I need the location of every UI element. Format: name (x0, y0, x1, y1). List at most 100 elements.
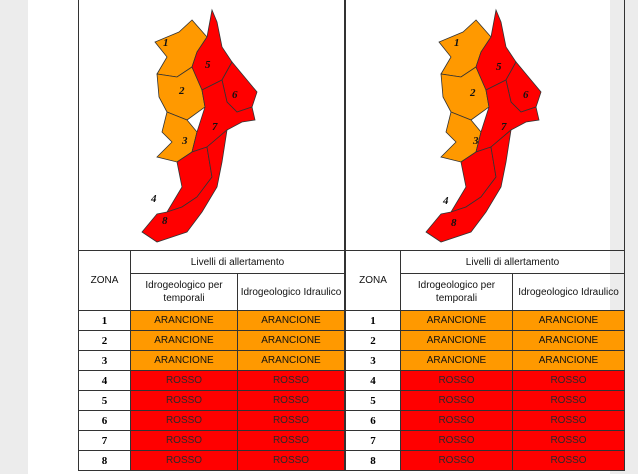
alert-level-idraulico: ROSSO (512, 370, 625, 391)
levels-header: Livelli di allertamento (130, 250, 345, 274)
table-row: 5 ROSSO ROSSO (345, 390, 625, 411)
map-label-zone-5: 5 (496, 61, 502, 73)
col1-header: Idrogeologico per temporali (400, 273, 513, 311)
col1-header: Idrogeologico per temporali (130, 273, 238, 311)
alert-level-temporali: ROSSO (400, 390, 513, 411)
zone-number: 3 (345, 350, 401, 371)
table-row: 4 ROSSO ROSSO (345, 370, 625, 391)
table-row: 3 ARANCIONE ARANCIONE (345, 350, 625, 371)
alert-level-idraulico: ROSSO (512, 410, 625, 431)
alert-panel-left: 1 2 3 4 5 6 7 8 ZONA Livelli di allertam… (78, 0, 345, 474)
zone-8-area (425, 128, 512, 243)
alert-level-temporali: ARANCIONE (130, 310, 238, 331)
map-label-zone-1: 1 (163, 37, 169, 49)
alert-level-temporali: ROSSO (130, 430, 238, 451)
zone-number: 6 (78, 410, 131, 431)
alert-level-temporali: ROSSO (400, 450, 513, 471)
map-svg: 1 2 3 4 5 6 7 8 (425, 8, 542, 243)
alert-level-temporali: ARANCIONE (400, 350, 513, 371)
table-row: 1 ARANCIONE ARANCIONE (78, 310, 345, 331)
alert-level-temporali: ROSSO (130, 390, 238, 411)
alert-level-idraulico: ARANCIONE (237, 350, 345, 371)
alert-table-right: ZONA Livelli di allertamento Idrogeologi… (345, 250, 625, 471)
table-row: 3 ARANCIONE ARANCIONE (78, 350, 345, 371)
map-label-zone-1: 1 (454, 37, 460, 49)
zone-number: 4 (78, 370, 131, 391)
table-row: 4 ROSSO ROSSO (78, 370, 345, 391)
table-row: 8 ROSSO ROSSO (78, 450, 345, 471)
zone-number: 6 (345, 410, 401, 431)
alert-level-idraulico: ROSSO (512, 430, 625, 451)
zone-7-area (475, 79, 540, 153)
alert-level-idraulico: ROSSO (512, 390, 625, 411)
alert-panel-right: 1 2 3 4 5 6 7 8 ZONA Livelli di allertam… (345, 0, 625, 474)
alert-level-idraulico: ARANCIONE (237, 310, 345, 331)
alert-level-temporali: ROSSO (130, 450, 238, 471)
levels-header: Livelli di allertamento (400, 250, 625, 274)
alert-level-temporali: ROSSO (400, 410, 513, 431)
alert-level-idraulico: ARANCIONE (512, 310, 625, 331)
zone-number: 1 (345, 310, 401, 331)
zone-number: 3 (78, 350, 131, 371)
map-label-zone-3: 3 (181, 135, 188, 147)
alert-level-idraulico: ROSSO (512, 450, 625, 471)
map-label-zone-8: 8 (451, 217, 457, 229)
table-row: 1 ARANCIONE ARANCIONE (345, 310, 625, 331)
alert-level-idraulico: ROSSO (237, 410, 345, 431)
alert-level-temporali: ARANCIONE (130, 330, 238, 351)
map-label-zone-2: 2 (469, 87, 476, 99)
zone-number: 4 (345, 370, 401, 391)
alert-level-temporali: ARANCIONE (400, 330, 513, 351)
zone-number: 8 (78, 450, 131, 471)
map-label-zone-5: 5 (205, 59, 211, 71)
alert-level-idraulico: ROSSO (237, 430, 345, 451)
table-row: 2 ARANCIONE ARANCIONE (345, 330, 625, 351)
calabria-zone-map: 1 2 3 4 5 6 7 8 (78, 0, 345, 250)
map-label-zone-6: 6 (523, 89, 529, 101)
zone-number: 2 (78, 330, 131, 351)
zone-number: 1 (78, 310, 131, 331)
zone-number: 5 (345, 390, 401, 411)
alert-level-temporali: ROSSO (130, 410, 238, 431)
calabria-zone-map: 1 2 3 4 5 6 7 8 (345, 0, 625, 250)
zone-number: 8 (345, 450, 401, 471)
alert-level-temporali: ROSSO (130, 370, 238, 391)
zone-number: 7 (345, 430, 401, 451)
map-label-zone-8: 8 (162, 215, 168, 227)
alert-level-temporali: ARANCIONE (400, 310, 513, 331)
alert-level-idraulico: ROSSO (237, 390, 345, 411)
zone-header: ZONA (345, 250, 401, 311)
alert-level-temporali: ARANCIONE (130, 350, 238, 371)
zone-number: 7 (78, 430, 131, 451)
alert-rows: 1 ARANCIONE ARANCIONE 2 ARANCIONE ARANCIONE 3 A… (78, 310, 345, 471)
alert-level-temporali: ROSSO (400, 430, 513, 451)
table-row: 7 ROSSO ROSSO (78, 430, 345, 451)
alert-level-idraulico: ROSSO (237, 450, 345, 471)
zone-8-area (141, 128, 228, 243)
table-row: 5 ROSSO ROSSO (78, 390, 345, 411)
map-label-zone-4: 4 (150, 193, 157, 205)
table-row: 7 ROSSO ROSSO (345, 430, 625, 451)
zone-7-area (191, 79, 256, 153)
zone-number: 5 (78, 390, 131, 411)
alert-rows: 1 ARANCIONE ARANCIONE 2 ARANCIONE ARANCIONE 3 A… (345, 310, 625, 471)
alert-level-idraulico: ROSSO (237, 370, 345, 391)
alert-level-temporali: ROSSO (400, 370, 513, 391)
table-row: 8 ROSSO ROSSO (345, 450, 625, 471)
map-label-zone-6: 6 (232, 89, 238, 101)
table-row: 6 ROSSO ROSSO (78, 410, 345, 431)
alert-level-idraulico: ARANCIONE (512, 330, 625, 351)
zone-header: ZONA (78, 250, 131, 311)
zone-number: 2 (345, 330, 401, 351)
alert-table-left: ZONA Livelli di allertamento Idrogeologi… (78, 250, 345, 471)
map-label-zone-2: 2 (178, 85, 185, 97)
map-label-zone-4: 4 (442, 195, 449, 207)
map-label-zone-7: 7 (212, 121, 218, 133)
map-label-zone-7: 7 (501, 121, 507, 133)
table-row: 2 ARANCIONE ARANCIONE (78, 330, 345, 351)
col2-header: Idrogeologico Idraulico (512, 273, 625, 311)
col2-header: Idrogeologico Idraulico (237, 273, 345, 311)
alert-level-idraulico: ARANCIONE (512, 350, 625, 371)
alert-level-idraulico: ARANCIONE (237, 330, 345, 351)
document-page: 1 2 3 4 5 6 7 8 ZONA Livelli di allertam… (28, 0, 625, 474)
